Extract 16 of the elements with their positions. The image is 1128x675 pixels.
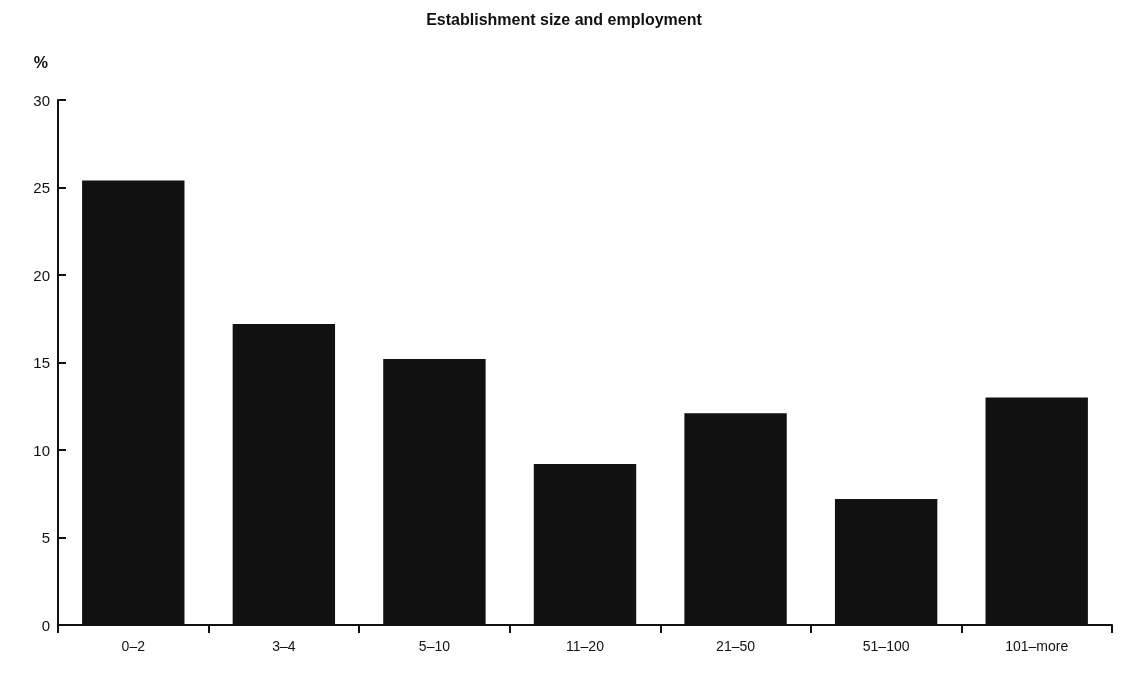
x-tick-label: 5–10 [418,638,451,654]
x-tick-label: 51–100 [862,638,910,654]
y-tick-label: 10 [33,441,50,459]
y-tick-label: 30 [33,91,50,109]
y-tick-label: 20 [33,266,50,284]
y-tick-label: 0 [41,616,50,634]
y-axis-title: % [33,53,48,71]
x-tick-label: 0–2 [121,638,146,654]
y-tick-label: 25 [33,179,50,196]
x-tick-label: 11–20 [566,638,605,654]
x-tick-label: 21–50 [716,638,756,654]
chart-title: Establishment size and employment [426,10,703,28]
y-tick-label: 15 [33,354,50,371]
x-tick-label: 101–more [1005,638,1069,654]
x-tick-label: 3–4 [272,638,296,654]
y-tick-label: 5 [41,529,50,546]
